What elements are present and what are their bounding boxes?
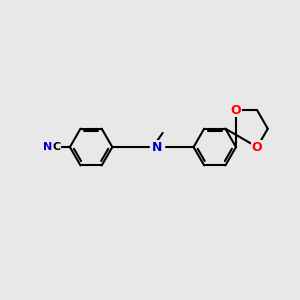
Text: N: N — [152, 141, 163, 154]
Text: N: N — [43, 142, 52, 152]
Text: C: C — [52, 142, 61, 152]
Text: O: O — [231, 104, 241, 117]
Text: O: O — [252, 141, 262, 154]
